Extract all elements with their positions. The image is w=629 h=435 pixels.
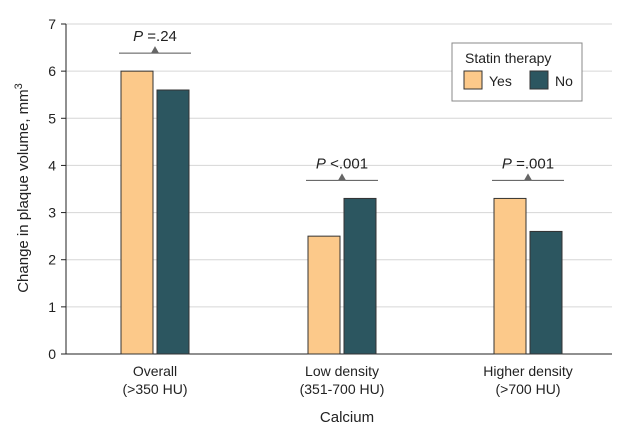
bar-no <box>343 197 377 355</box>
p-value-annotations: P =.24P <.001 P =.001 <box>119 28 564 181</box>
bar-no <box>156 89 190 355</box>
legend-label-no: No <box>555 73 573 89</box>
y-tick-label: 7 <box>48 16 56 32</box>
y-tick-label: 2 <box>48 252 56 268</box>
y-tick-label: 5 <box>48 110 56 126</box>
x-tick-label-sub: (>350 HU) <box>123 381 188 397</box>
p-value-text: <.001 <box>326 155 368 172</box>
p-value-italic: P <box>502 155 512 172</box>
legend-swatch-yes <box>463 70 483 90</box>
y-tick-label: 3 <box>48 205 56 221</box>
legend-swatch-no <box>529 70 549 90</box>
x-tick-label: Low density <box>305 363 379 379</box>
y-tick-label: 4 <box>48 157 56 173</box>
x-axis-ticks: Overall (>350 HU) Low density (351-700 HU) H… <box>123 363 573 397</box>
p-value-label: P =.001 <box>502 155 554 172</box>
annotation-marker <box>524 173 532 181</box>
x-tick-label-sub: (>700 HU) <box>496 381 561 397</box>
legend-title: Statin therapy <box>465 50 551 66</box>
annotation-marker <box>338 173 346 181</box>
y-axis-title-superscript: 3 <box>13 83 25 89</box>
x-tick-label-sub: (351-700 HU) <box>300 381 385 397</box>
p-value-label: P <.001 <box>316 155 368 172</box>
p-value-text: =.001 <box>512 155 554 172</box>
y-axis-title-text: Change in plaque volume, mm <box>15 89 32 292</box>
bar-yes <box>307 235 341 355</box>
annotation-marker <box>151 46 159 54</box>
bar-no <box>529 230 563 355</box>
x-tick-label: Higher density <box>483 363 573 379</box>
x-tick-label: Overall <box>133 363 177 379</box>
y-tick-label: 6 <box>48 63 56 79</box>
p-value-label: P =.24 <box>133 28 177 45</box>
y-axis-title: Change in plaque volume, mm3 <box>13 83 32 293</box>
x-axis-title: Calcium <box>320 409 374 426</box>
bar-yes <box>120 70 154 355</box>
p-value-italic: P <box>133 28 143 45</box>
p-value-text: =.24 <box>143 28 177 45</box>
y-tick-label: 0 <box>48 346 56 362</box>
bar-yes <box>493 197 527 355</box>
bars <box>120 70 563 355</box>
y-tick-label: 1 <box>48 299 56 315</box>
legend: Statin therapy Yes No <box>451 42 583 102</box>
y-axis-ticks: 0 1 2 3 4 5 6 7 <box>48 16 66 362</box>
p-value-italic: P <box>316 155 326 172</box>
legend-label-yes: Yes <box>489 73 512 89</box>
